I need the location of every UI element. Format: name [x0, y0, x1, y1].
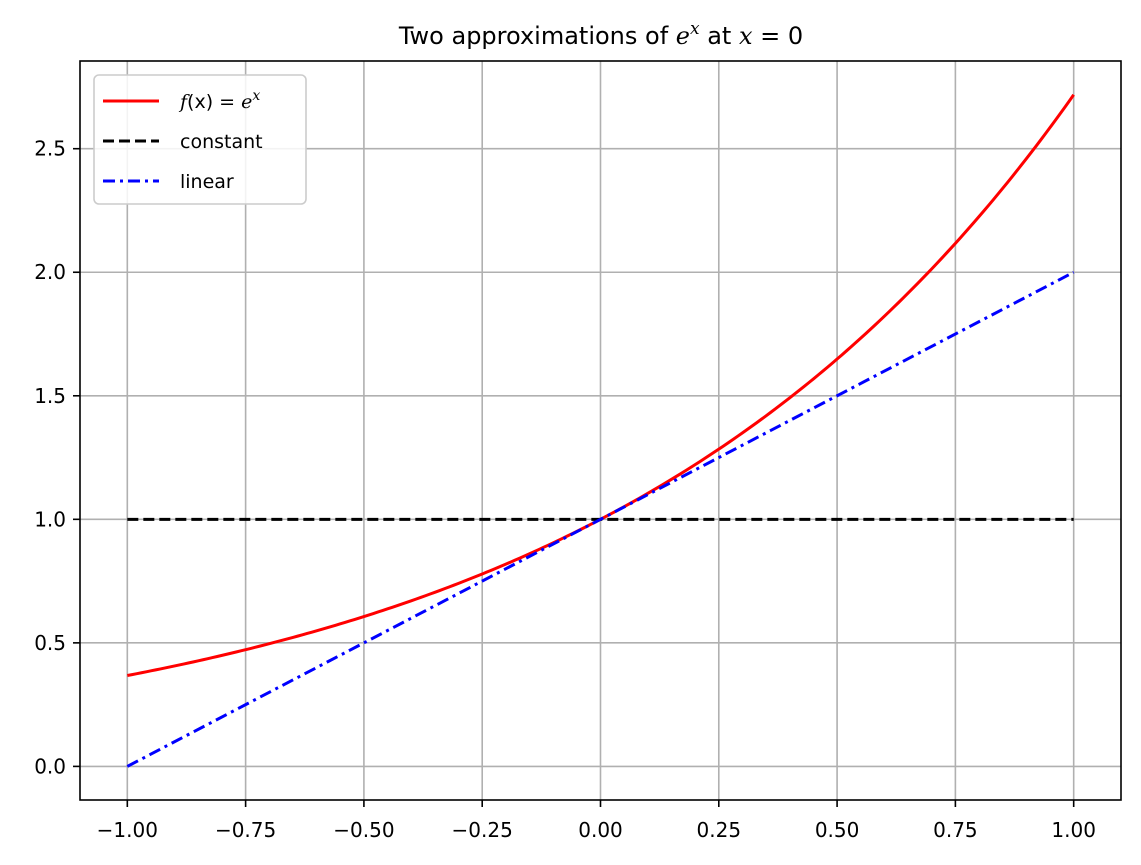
chart-title: Two approximations of ex at x = 0 — [398, 19, 803, 50]
x-tick-label: 0.75 — [933, 818, 978, 842]
x-tick-label: 1.00 — [1051, 818, 1096, 842]
legend-math-exponent: x — [252, 88, 260, 104]
title-exponent: x — [690, 19, 700, 39]
legend-label: linear — [180, 171, 234, 193]
y-tick-label: 2.0 — [34, 260, 66, 284]
grid — [80, 61, 1121, 800]
x-tick-label: −1.00 — [97, 818, 158, 842]
x-tick-label: 0.25 — [697, 818, 742, 842]
title-variable: x — [739, 22, 753, 50]
legend-label: constant — [180, 131, 263, 153]
y-tick-label: 0.0 — [34, 754, 66, 778]
series-line-linear — [126, 270, 1075, 768]
y-tick-label: 0.5 — [34, 631, 66, 655]
legend: f(x) = ex constant linear — [93, 74, 307, 205]
series-group — [126, 93, 1075, 768]
legend-math-base: e — [241, 91, 252, 113]
y-tick-label: 2.5 — [34, 137, 66, 161]
y-tick-label: 1.0 — [34, 507, 66, 531]
legend-math-f: f — [178, 91, 190, 113]
y-tick-label: 1.5 — [34, 384, 66, 408]
x-tick-label: −0.50 — [333, 818, 394, 842]
title-base: e — [676, 22, 690, 50]
title-prefix: Two approximations of — [398, 22, 676, 50]
x-tick-label: 0.50 — [815, 818, 860, 842]
x-axis: −1.00 −0.75 −0.50 −0.25 0.00 0.25 0.50 0.75 1.00 — [97, 800, 1096, 842]
legend-math-arg: (x) = — [187, 91, 241, 113]
title-middle: at — [700, 22, 739, 50]
legend-label: f(x) = ex — [178, 88, 260, 113]
legend-box — [93, 74, 307, 205]
x-tick-label: 0.00 — [578, 818, 623, 842]
title-equals: = 0 — [753, 22, 804, 50]
x-tick-label: −0.25 — [452, 818, 513, 842]
x-tick-label: −0.75 — [215, 818, 276, 842]
y-axis: 0.0 0.5 1.0 1.5 2.0 2.5 — [34, 137, 80, 778]
